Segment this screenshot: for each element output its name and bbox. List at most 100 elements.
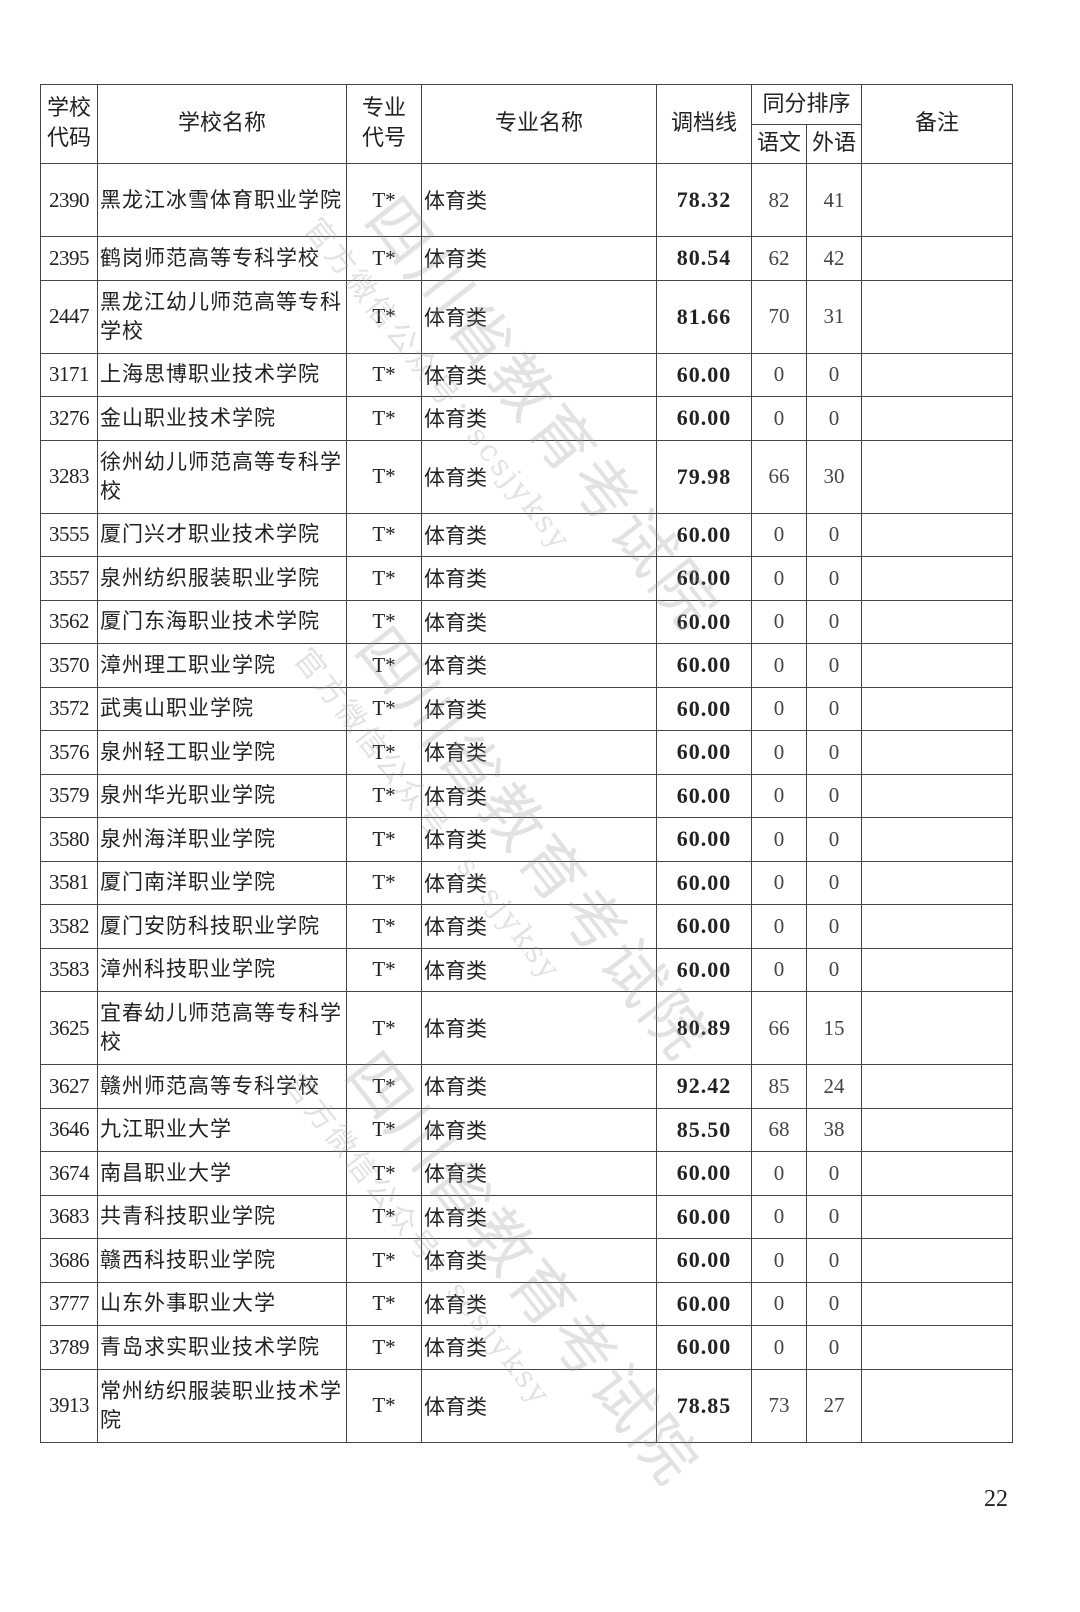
major-code-cell: T* [346,1238,422,1283]
foreign-rank-cell: 38 [805,1107,863,1152]
school-name-cell: 黑龙江冰雪体育职业学院 [97,163,347,237]
remarks-cell [861,1325,1014,1370]
chinese-rank-cell: 0 [751,860,807,905]
school-code-cell: 3913 [40,1368,98,1443]
school-name-cell: 赣西科技职业学院 [97,1238,347,1283]
remarks-cell [861,236,1014,281]
cutoff-score-cell: 60.00 [656,643,752,688]
major-name-cell: 体育类 [421,1107,657,1152]
major-name-cell: 体育类 [421,947,657,992]
chinese-rank-cell: 0 [751,1281,807,1326]
admission-cutoff-table: 学校代码 学校名称 专业代号 专业名称 调档线 同分排序 备注 语文 外语 23… [40,84,1014,1443]
cutoff-score-cell: 60.00 [656,599,752,644]
school-name-cell: 山东外事职业大学 [97,1281,347,1326]
major-name-cell: 体育类 [421,1151,657,1196]
cutoff-score-cell: 81.66 [656,279,752,354]
chinese-rank-cell: 0 [751,1151,807,1196]
school-name-cell: 黑龙江幼儿师范高等专科学校 [97,279,347,354]
foreign-rank-cell: 0 [805,599,863,644]
school-name-cell: 漳州科技职业学院 [97,947,347,992]
chinese-rank-cell: 66 [751,439,807,514]
foreign-rank-cell: 15 [805,991,863,1065]
table-row: 3625 宜春幼儿师范高等专科学校 T* 体育类 80.89 66 15 [40,991,1014,1065]
school-code-cell: 3276 [40,396,98,441]
table-row: 3572 武夷山职业学院 T* 体育类 60.00 0 0 [40,686,1014,731]
table-row: 3283 徐州幼儿师范高等专科学校 T* 体育类 79.98 66 30 [40,439,1014,514]
cutoff-score-cell: 60.00 [656,1281,752,1326]
cutoff-score-cell: 60.00 [656,860,752,905]
school-name-cell: 武夷山职业学院 [97,686,347,731]
cutoff-score-cell: 60.00 [656,1194,752,1239]
school-name-cell: 泉州华光职业学院 [97,773,347,818]
foreign-rank-cell: 31 [805,279,863,354]
remarks-cell [861,439,1014,514]
major-name-cell: 体育类 [421,1281,657,1326]
school-code-cell: 3283 [40,439,98,514]
school-code-cell: 3789 [40,1325,98,1370]
chinese-rank-cell: 0 [751,556,807,601]
major-code-cell: T* [346,236,422,281]
school-name-cell: 上海思博职业技术学院 [97,352,347,397]
foreign-rank-cell: 0 [805,512,863,557]
remarks-cell [861,352,1014,397]
school-name-cell: 宜春幼儿师范高等专科学校 [97,991,347,1065]
remarks-cell [861,1064,1014,1109]
chinese-rank-cell: 0 [751,947,807,992]
remarks-cell [861,860,1014,905]
cutoff-score-cell: 60.00 [656,686,752,731]
table-row: 3576 泉州轻工职业学院 T* 体育类 60.00 0 0 [40,730,1014,775]
header-major-code: 专业代号 [346,84,422,164]
header-chinese: 语文 [751,124,807,164]
major-code-cell: T* [346,773,422,818]
table-row: 2395 鹤岗师范高等专科学校 T* 体育类 80.54 62 42 [40,236,1014,281]
chinese-rank-cell: 0 [751,1238,807,1283]
school-name-cell: 共青科技职业学院 [97,1194,347,1239]
school-code-cell: 3576 [40,730,98,775]
chinese-rank-cell: 85 [751,1064,807,1109]
major-name-cell: 体育类 [421,352,657,397]
header-school-name: 学校名称 [97,84,347,164]
school-code-cell: 3674 [40,1151,98,1196]
major-name-cell: 体育类 [421,439,657,514]
table-row: 3555 厦门兴才职业技术学院 T* 体育类 60.00 0 0 [40,512,1014,557]
foreign-rank-cell: 27 [805,1368,863,1443]
remarks-cell [861,1107,1014,1152]
chinese-rank-cell: 0 [751,396,807,441]
chinese-rank-cell: 0 [751,773,807,818]
remarks-cell [861,1151,1014,1196]
table-row: 3683 共青科技职业学院 T* 体育类 60.00 0 0 [40,1194,1014,1239]
cutoff-score-cell: 60.00 [656,396,752,441]
major-name-cell: 体育类 [421,236,657,281]
remarks-cell [861,556,1014,601]
cutoff-score-cell: 85.50 [656,1107,752,1152]
chinese-rank-cell: 0 [751,643,807,688]
table-row: 3580 泉州海洋职业学院 T* 体育类 60.00 0 0 [40,817,1014,862]
foreign-rank-cell: 0 [805,556,863,601]
chinese-rank-cell: 0 [751,730,807,775]
major-name-cell: 体育类 [421,1325,657,1370]
major-name-cell: 体育类 [421,1064,657,1109]
foreign-rank-cell: 0 [805,947,863,992]
foreign-rank-cell: 0 [805,904,863,949]
major-code-cell: T* [346,860,422,905]
school-code-cell: 3683 [40,1194,98,1239]
table-row: 3674 南昌职业大学 T* 体育类 60.00 0 0 [40,1151,1014,1196]
remarks-cell [861,279,1014,354]
major-name-cell: 体育类 [421,817,657,862]
school-code-cell: 3579 [40,773,98,818]
cutoff-score-cell: 60.00 [656,556,752,601]
table-row: 3570 漳州理工职业学院 T* 体育类 60.00 0 0 [40,643,1014,688]
major-code-cell: T* [346,947,422,992]
school-code-cell: 3646 [40,1107,98,1152]
school-code-cell: 3572 [40,686,98,731]
foreign-rank-cell: 0 [805,1281,863,1326]
major-code-cell: T* [346,1325,422,1370]
major-code-cell: T* [346,439,422,514]
school-code-cell: 3557 [40,556,98,601]
school-name-cell: 南昌职业大学 [97,1151,347,1196]
school-name-cell: 赣州师范高等专科学校 [97,1064,347,1109]
foreign-rank-cell: 0 [805,686,863,731]
cutoff-score-cell: 80.89 [656,991,752,1065]
table-row: 2390 黑龙江冰雪体育职业学院 T* 体育类 78.32 82 41 [40,163,1014,237]
school-name-cell: 厦门安防科技职业学院 [97,904,347,949]
